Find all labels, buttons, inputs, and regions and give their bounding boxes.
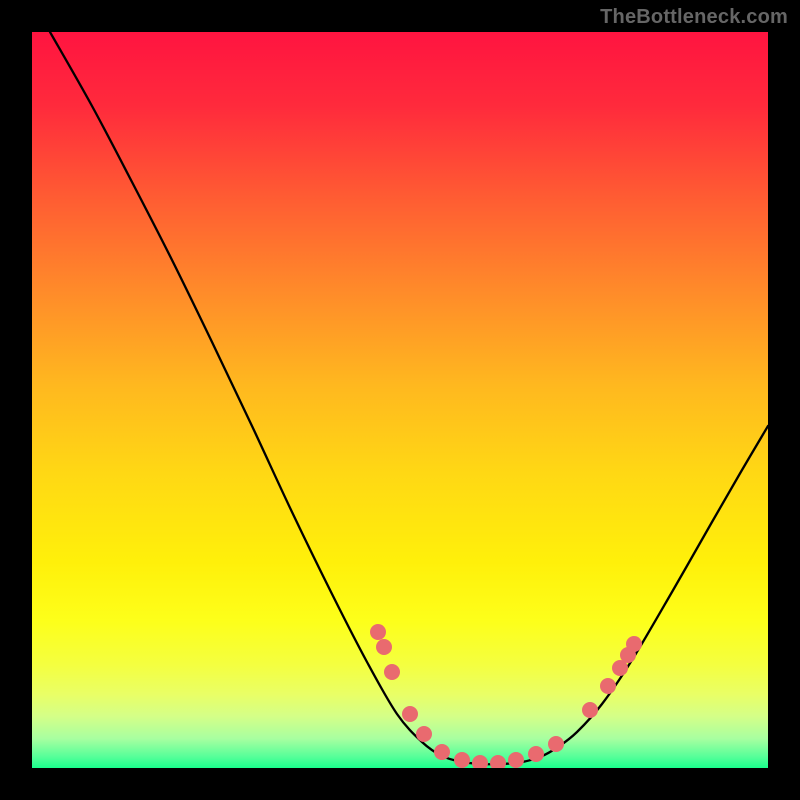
curve-marker [384, 664, 400, 680]
watermark-text: TheBottleneck.com [600, 6, 788, 29]
curve-marker [508, 752, 524, 768]
curve-marker [416, 726, 432, 742]
plot-area [32, 32, 768, 768]
curve-marker [376, 639, 392, 655]
curve-marker [548, 736, 564, 752]
curve-markers [370, 624, 642, 768]
curve-marker [600, 678, 616, 694]
curve-marker [490, 755, 506, 768]
curve-marker [582, 702, 598, 718]
curve-marker [472, 755, 488, 768]
curve-layer [32, 32, 768, 768]
curve-marker [434, 744, 450, 760]
chart-frame: TheBottleneck.com [0, 0, 800, 800]
curve-marker [454, 752, 470, 768]
curve-marker [528, 746, 544, 762]
curve-marker [370, 624, 386, 640]
curve-marker [402, 706, 418, 722]
curve-marker [626, 636, 642, 652]
bottleneck-curve [50, 32, 768, 764]
